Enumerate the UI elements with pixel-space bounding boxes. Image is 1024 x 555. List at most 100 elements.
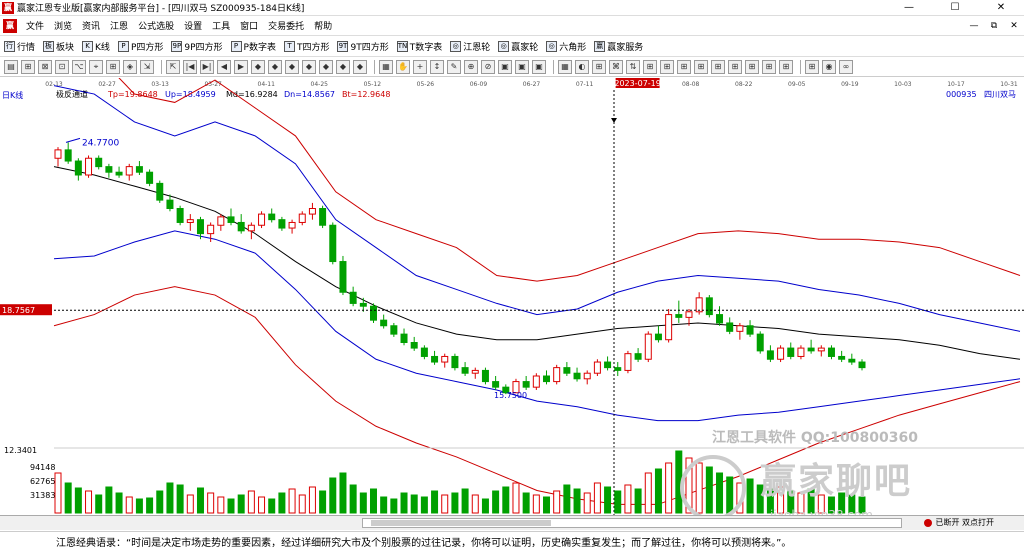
menu-tools[interactable]: 工具 [212, 22, 231, 32]
tool-icon-24[interactable]: ↕ [430, 60, 444, 74]
tool-icon-6[interactable]: ⊞ [106, 60, 120, 74]
toolbar1-item-4[interactable]: 9P 9P四方形 [171, 40, 223, 53]
doc-close-button[interactable]: ✕ [1010, 21, 1018, 31]
tool-icon-27[interactable]: ⊘ [481, 60, 495, 74]
tool-icon-47[interactable]: ∞ [839, 60, 853, 74]
tool-icon-8[interactable]: ⇲ [140, 60, 154, 74]
kline-chart[interactable]: 02-13 02-27 03-13 03-27 04-11 04-25 05-12 05-26… [0, 23, 1024, 515]
volume-bar [665, 462, 673, 514]
candle-body [512, 381, 520, 394]
tool-icon-31[interactable]: ▦ [558, 60, 572, 74]
tool-icon-13[interactable]: ▶ [234, 60, 248, 74]
menu-news[interactable]: 资讯 [82, 22, 101, 32]
tool-icon-35[interactable]: ⇅ [626, 60, 640, 74]
tool-icon-42[interactable]: ⊞ [745, 60, 759, 74]
tool-icon-5[interactable]: ⌖ [89, 60, 103, 74]
tool-icon-43[interactable]: ⊞ [762, 60, 776, 74]
tool-icon-23[interactable]: + [413, 60, 427, 74]
toolbar1-item-1[interactable]: 板板块 [43, 40, 74, 53]
tool-icon-11[interactable]: ▶| [200, 60, 214, 74]
candle-body [95, 157, 103, 168]
menu-settings[interactable]: 设置 [184, 22, 203, 32]
toolbar1-icon-0: 行 [4, 41, 15, 52]
close-button[interactable]: ✕ [996, 2, 1006, 13]
doc-restore-button[interactable]: ⧉ [990, 21, 998, 31]
volume-bar [756, 484, 764, 514]
menu-file[interactable]: 文件 [26, 22, 45, 32]
tool-icon-10[interactable]: |◀ [183, 60, 197, 74]
toolbar1-item-8[interactable]: TN T数字表 [396, 40, 442, 53]
tool-icon-41[interactable]: ⊞ [728, 60, 742, 74]
toolbar1-item-7[interactable]: 9T 9T四方形 [337, 40, 389, 53]
tool-icon-32[interactable]: ◐ [575, 60, 589, 74]
tool-icon-2[interactable]: ⊠ [38, 60, 52, 74]
menu-trade[interactable]: 交易委托 [268, 22, 305, 32]
band-line-dn [53, 230, 1021, 422]
tool-icon-15[interactable]: ◆ [268, 60, 282, 74]
toolbar1-item-12[interactable]: 赢赢家服务 [594, 40, 643, 53]
toolbar1-item-10[interactable]: ◎ 赢家轮 [498, 40, 538, 53]
tool-icon-30[interactable]: ▣ [532, 60, 546, 74]
tool-icon-28[interactable]: ▣ [498, 60, 512, 74]
volume-bar [502, 486, 510, 514]
tool-icon-1[interactable]: ⊞ [21, 60, 35, 74]
tool-icon-21[interactable]: ▦ [379, 60, 393, 74]
main-toolbar: 行行情板板块 K K线 P P四方形 9P 9P四方形 P P数字表 T T四方形 9T 9T四方形 TN… [0, 37, 1024, 57]
tool-icon-14[interactable]: ◆ [251, 60, 265, 74]
tool-icon-39[interactable]: ⊞ [694, 60, 708, 74]
volume-bar [196, 487, 204, 514]
toolbar1-item-6[interactable]: T T四方形 [283, 40, 330, 53]
horizontal-scrollbar[interactable] [362, 518, 902, 528]
candle-body [522, 381, 530, 388]
menu-browse[interactable]: 浏览 [54, 22, 73, 32]
tool-icon-0[interactable]: ▤ [4, 60, 18, 74]
toolbar1-item-0[interactable]: 行行情 [4, 40, 35, 53]
tool-icon-19[interactable]: ◆ [336, 60, 350, 74]
candle-body [532, 375, 540, 388]
volume-bar [644, 472, 652, 514]
tool-icon-9[interactable]: ⇱ [166, 60, 180, 74]
tool-icon-36[interactable]: ⊞ [643, 60, 657, 74]
menu-gann[interactable]: 江恩 [110, 22, 129, 32]
tool-icon-17[interactable]: ◆ [302, 60, 316, 74]
tool-icon-7[interactable]: ◈ [123, 60, 137, 74]
tool-icon-3[interactable]: ⊡ [55, 60, 69, 74]
tool-icon-45[interactable]: ⊞ [805, 60, 819, 74]
tool-icon-20[interactable]: ◆ [353, 60, 367, 74]
tool-icon-4[interactable]: ⌥ [72, 60, 86, 74]
candle-body [451, 355, 459, 369]
tool-icon-34[interactable]: ⌘ [609, 60, 623, 74]
tool-icon-16[interactable]: ◆ [285, 60, 299, 74]
volume-bar [807, 488, 815, 514]
scroll-thumb[interactable] [371, 520, 551, 526]
connection-status[interactable]: 已断开 双点打开 [924, 517, 994, 528]
toolbar1-label-6: T四方形 [296, 43, 330, 53]
tool-icon-26[interactable]: ⊕ [464, 60, 478, 74]
tool-icon-33[interactable]: ⊞ [592, 60, 606, 74]
toolbar1-item-11[interactable]: ◎ 六角形 [546, 40, 586, 53]
tool-icon-18[interactable]: ◆ [319, 60, 333, 74]
toolbar1-item-2[interactable]: K K线 [82, 40, 110, 53]
toolbar1-item-5[interactable]: P P数字表 [230, 40, 276, 53]
doc-minimize-button[interactable]: — [969, 21, 979, 31]
tool-icon-44[interactable]: ⊞ [779, 60, 793, 74]
tool-icon-46[interactable]: ◉ [822, 60, 836, 74]
toolbar1-item-3[interactable]: P P四方形 [117, 40, 163, 53]
menu-help[interactable]: 帮助 [314, 22, 333, 32]
minimize-button[interactable]: — [904, 2, 914, 13]
tool-icon-22[interactable]: ✋ [396, 60, 410, 74]
tool-icon-37[interactable]: ⊞ [660, 60, 674, 74]
candle-body [705, 297, 713, 316]
tool-icon-29[interactable]: ▣ [515, 60, 529, 74]
menu-window[interactable]: 窗口 [240, 22, 259, 32]
tool-icon-25[interactable]: ✎ [447, 60, 461, 74]
tool-icon-38[interactable]: ⊞ [677, 60, 691, 74]
maximize-button[interactable]: ☐ [950, 2, 960, 13]
tool-icon-40[interactable]: ⊞ [711, 60, 725, 74]
toolbar1-item-9[interactable]: ◎ 江恩轮 [450, 40, 490, 53]
volume-bar [146, 497, 154, 514]
candle-body [146, 171, 154, 184]
tool-icon-12[interactable]: ◀ [217, 60, 231, 74]
menu-formula[interactable]: 公式选股 [138, 22, 175, 32]
chart-area[interactable]: 02-13 02-27 03-13 03-27 04-11 04-25 05-12 05-26… [0, 23, 1024, 515]
